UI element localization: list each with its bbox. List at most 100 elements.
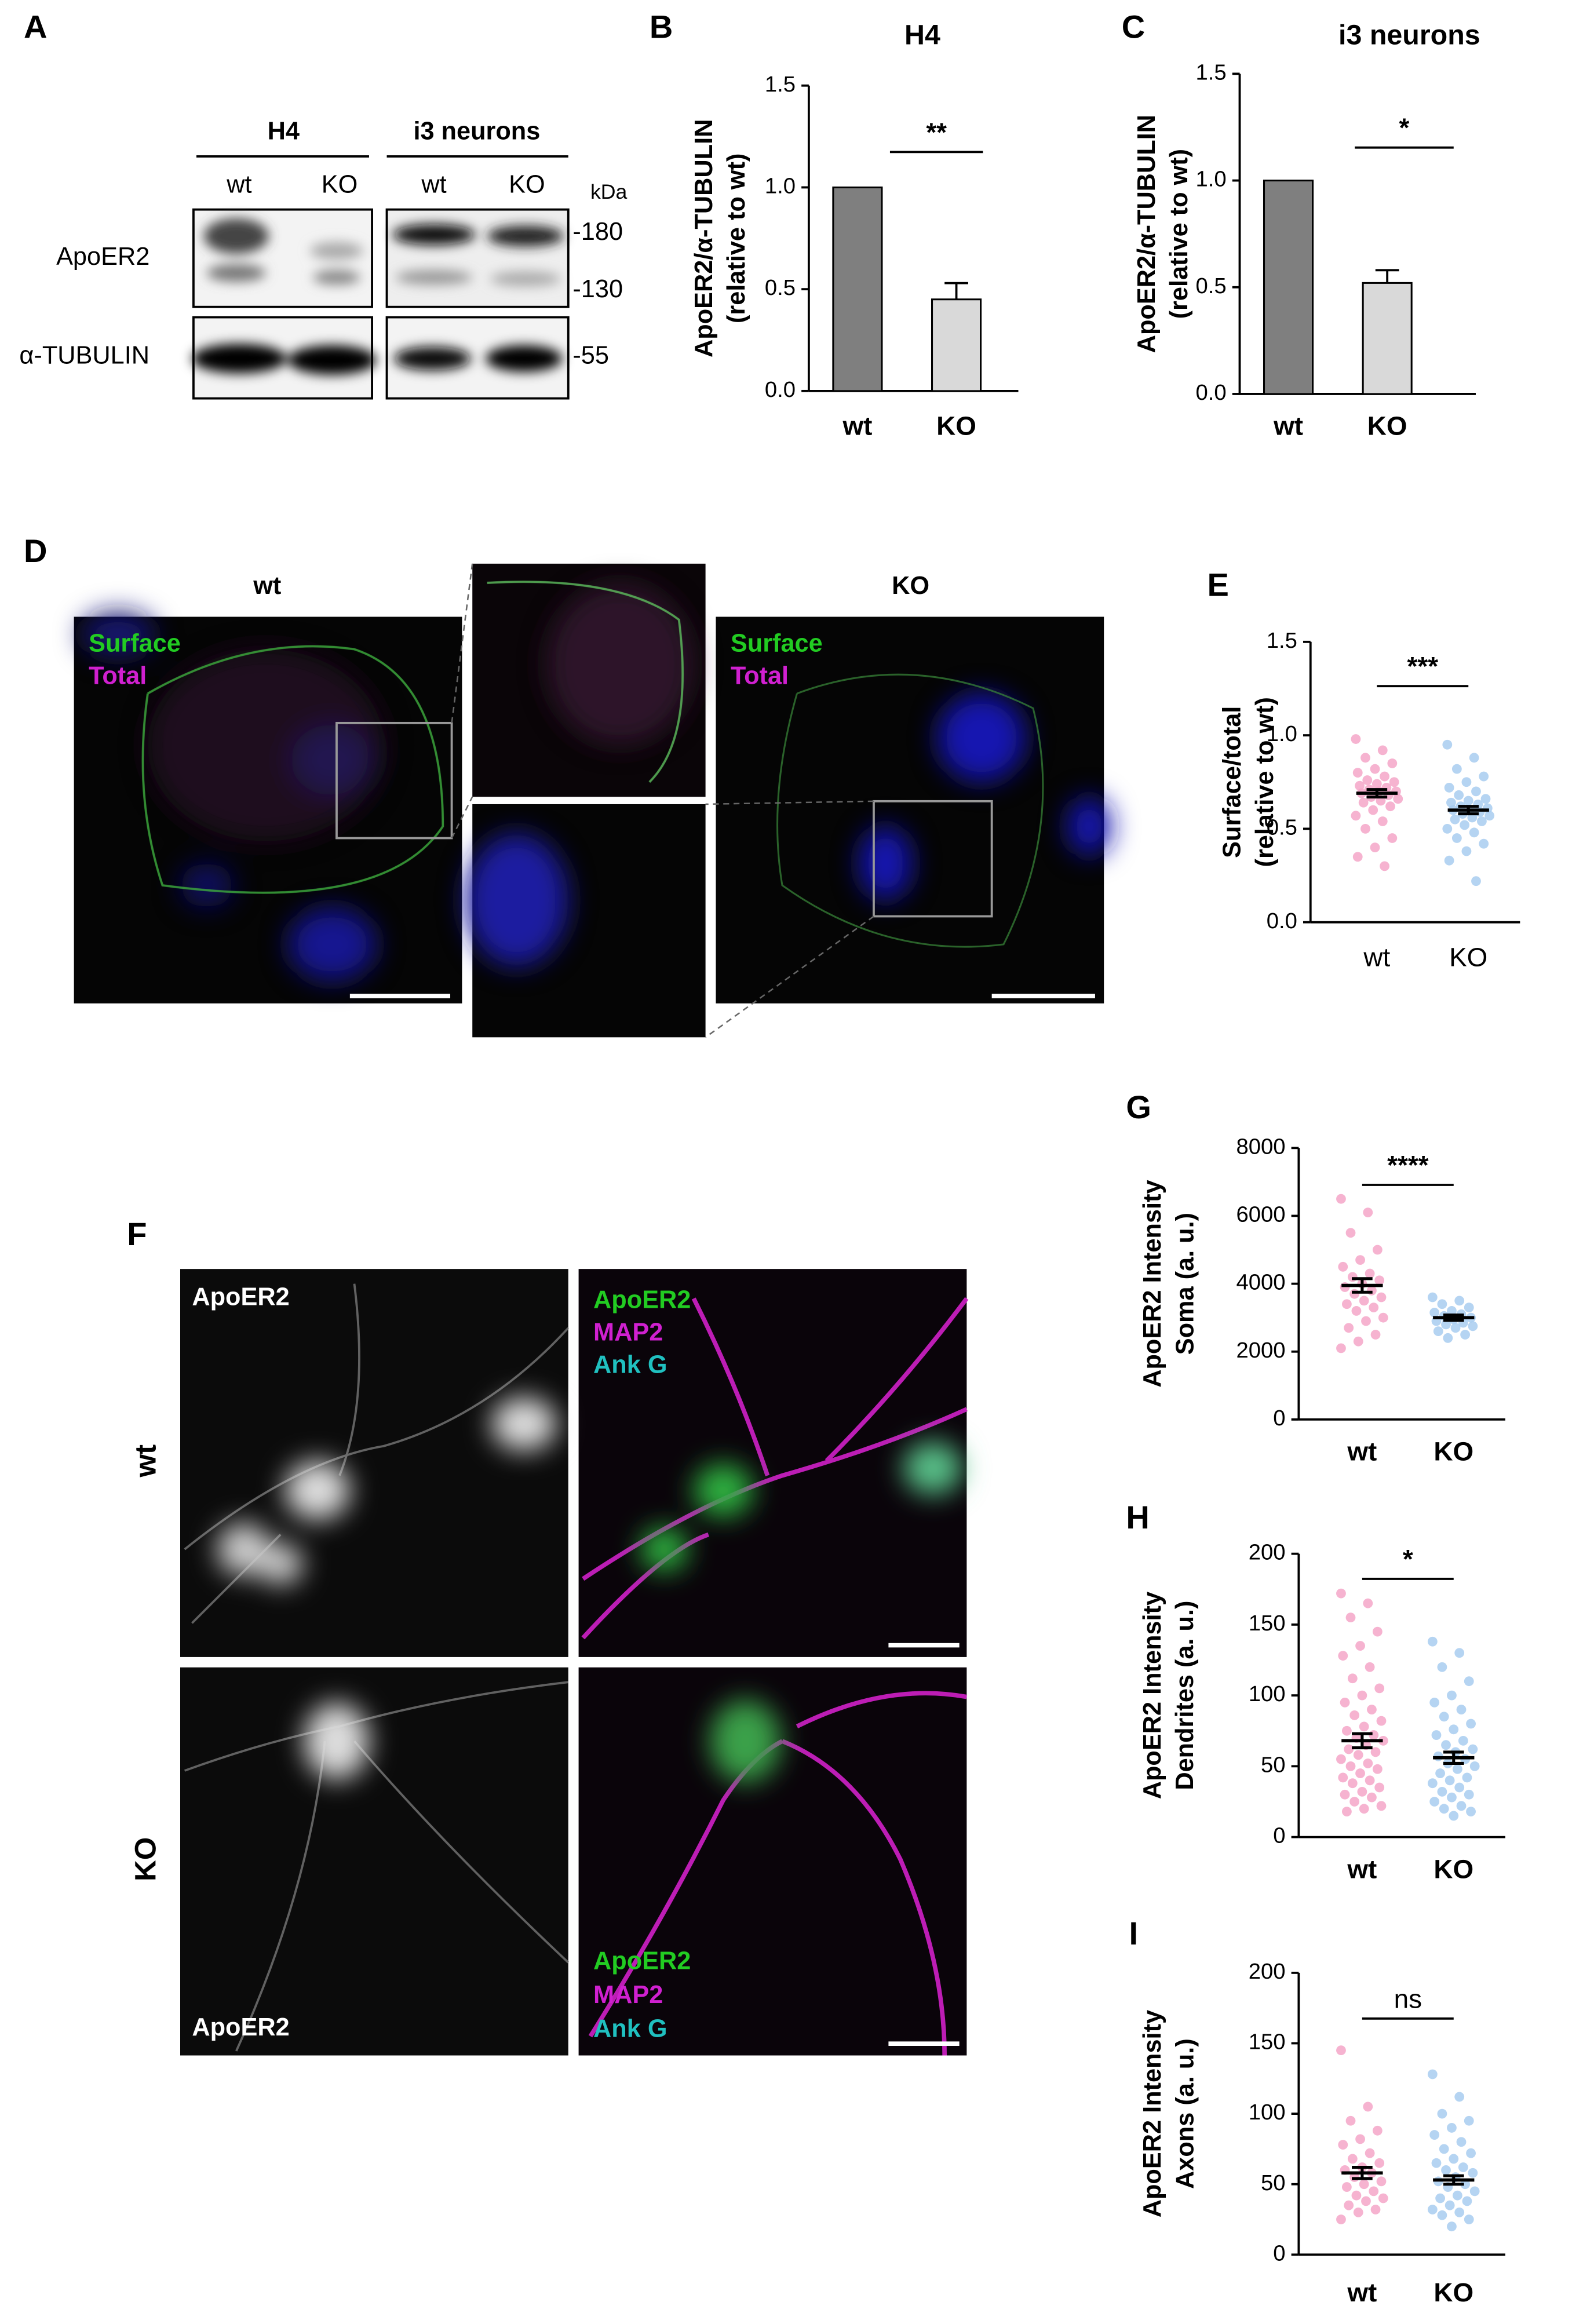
data-point [1344, 1323, 1354, 1333]
y-tick-label: 1.0 [1267, 721, 1297, 746]
y-tick-label: 0 [1273, 1823, 1285, 1848]
marker-label: -180 [572, 218, 623, 246]
y-tick-label: 0.0 [1195, 380, 1226, 405]
data-point [1367, 1285, 1377, 1296]
data-point [1361, 2196, 1371, 2206]
panel-label: I [1129, 1915, 1139, 1951]
data-point [1347, 1272, 1358, 1282]
x-tick-label: KO [1449, 942, 1487, 972]
data-point [1449, 1811, 1459, 1821]
data-point [1456, 1801, 1467, 1811]
data-point [1439, 1804, 1449, 1814]
channel-label: Ank G [593, 1351, 667, 1379]
data-point [1469, 827, 1479, 838]
data-point [1441, 1740, 1451, 1750]
y-tick-label: 0.5 [1267, 815, 1297, 840]
significance-label: **** [1387, 1151, 1429, 1180]
data-point [1372, 779, 1382, 789]
data-point [1365, 1268, 1375, 1279]
data-point [1336, 2214, 1346, 2224]
data-point [1349, 1710, 1360, 1720]
data-point [1344, 1744, 1354, 1754]
data-point [1340, 1697, 1350, 1708]
data-point [1370, 2205, 1381, 2214]
data-point [1454, 1782, 1465, 1793]
data-point [1387, 758, 1398, 768]
data-point [1359, 1804, 1369, 1814]
data-point [1446, 797, 1456, 808]
data-point [1479, 838, 1489, 849]
marker-label: -55 [572, 342, 609, 370]
data-point [1464, 1789, 1474, 1800]
data-point [1351, 1306, 1362, 1316]
data-point [1363, 1207, 1373, 1217]
data-point [1429, 2130, 1440, 2140]
data-point [1469, 2186, 1480, 2197]
data-point [1349, 1797, 1360, 1807]
data-point [1341, 1725, 1352, 1736]
data-point [1355, 1641, 1365, 1651]
y-tick-label: 1.5 [1195, 60, 1226, 85]
blot-box [385, 208, 570, 308]
data-point [1445, 2200, 1455, 2210]
data-point [1365, 1662, 1375, 1672]
data-point [1460, 2179, 1471, 2190]
y-tick-label: 4000 [1236, 1270, 1285, 1295]
data-point [1380, 861, 1389, 871]
channel-label: ApoER2 [593, 1286, 691, 1314]
data-point [1442, 823, 1453, 834]
y-axis-label: ApoER2 Intensity [1139, 1180, 1166, 1387]
data-point [1355, 780, 1365, 791]
data-point [1456, 2137, 1467, 2147]
data-point [1450, 814, 1460, 824]
data-point [1345, 1612, 1356, 1623]
row-label: α-TUBULIN [19, 342, 149, 370]
data-point [1466, 1807, 1476, 1816]
zoom-line [705, 915, 874, 1038]
microscopy-d: wt KO Surface Total Surface Total [74, 563, 1111, 1038]
data-point [1367, 1705, 1377, 1714]
data-point [1353, 2207, 1363, 2217]
panel-label: D [24, 532, 47, 569]
data-point [1429, 1697, 1440, 1708]
data-point [1450, 1323, 1461, 1333]
data-point [1439, 2144, 1449, 2154]
channel-label: ApoER2 [593, 1947, 691, 1975]
data-point [1468, 1321, 1478, 1331]
y-tick-label: 150 [1249, 2030, 1286, 2055]
data-point [1437, 1299, 1447, 1309]
data-point [1437, 2108, 1447, 2119]
data-point [1338, 1772, 1348, 1783]
data-point [1352, 768, 1363, 778]
panel-label: F [127, 1216, 147, 1252]
panel-label: G [1126, 1089, 1151, 1125]
data-point [1437, 2210, 1447, 2220]
data-point [1344, 2200, 1354, 2210]
y-tick-label: 50 [1261, 1752, 1285, 1777]
data-point [1477, 816, 1487, 826]
data-point [1336, 1194, 1346, 1204]
data-point [1345, 1228, 1356, 1238]
data-point [1357, 1690, 1367, 1701]
data-point [1353, 1336, 1363, 1347]
channel-label: MAP2 [593, 1319, 663, 1347]
data-point [1484, 811, 1495, 821]
data-point [1464, 1676, 1474, 1687]
panel-label: H [1126, 1499, 1149, 1535]
data-point [1427, 1778, 1438, 1789]
y-tick-label: 200 [1249, 1540, 1286, 1565]
y-tick-label: 2000 [1236, 1338, 1285, 1363]
zoom-line [451, 796, 473, 839]
y-axis-label: ApoER2 Intensity [1139, 1592, 1166, 1799]
data-point [1451, 764, 1462, 774]
image [180, 1269, 568, 1657]
data-point [1464, 2214, 1474, 2224]
western-blot: H4 i3 neurons wt KO wt KO kDa ApoER2 α-T… [19, 118, 628, 400]
data-point [1431, 1730, 1442, 1740]
y-axis-label: Axons (a. u.) [1171, 2038, 1199, 2189]
data-point [1363, 1758, 1373, 1768]
data-point [1458, 1735, 1468, 1746]
data-point [1341, 1299, 1352, 1309]
